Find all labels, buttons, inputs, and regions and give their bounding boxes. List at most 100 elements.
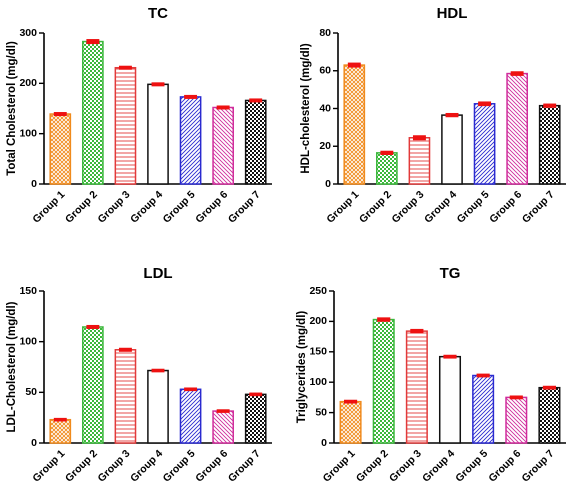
ldl-error-bar-group-7: [249, 392, 263, 397]
ldl-category-label: Group 3: [96, 447, 133, 484]
tc-category-label: Group 2: [63, 188, 100, 225]
ldl-category-label: Group 4: [128, 447, 165, 484]
tc-y-tick-label: 300: [19, 27, 37, 39]
tc-error-bar-group-7: [249, 98, 263, 103]
error-bar-cap: [118, 347, 132, 352]
ldl-bar-group-5: [179, 388, 202, 444]
error-bar-cap: [347, 62, 361, 68]
ldl-error-bar-group-3: [118, 347, 132, 352]
ldl-bar-group-2: [82, 326, 104, 444]
tg-error-bar-group-7: [542, 385, 557, 390]
tg-error-bar-group-5: [476, 373, 490, 378]
tc-bar-group-3: [114, 66, 137, 185]
hdl-error-bar-group-2: [380, 150, 394, 155]
ldl-error-bar-group-1: [53, 417, 67, 422]
error-bar-cap: [445, 112, 459, 118]
tg-y-tick-label: 0: [321, 437, 327, 449]
hdl-category-label: Group 7: [520, 188, 557, 225]
tc-y-tick-label: 100: [19, 127, 37, 139]
tc-bar-group-4: [147, 83, 169, 185]
tg-category-label: Group 2: [354, 447, 391, 484]
hdl-y-tick-label: 80: [319, 27, 331, 39]
hdl-bar-group-2: [376, 152, 398, 185]
tc-y-tick-label: 200: [19, 77, 37, 89]
tc-y-axis-label: Total Cholesterol (mg/dl): [6, 41, 18, 176]
tg-error-bar-group-4: [443, 354, 457, 359]
tg-category-label: Group 7: [520, 447, 557, 484]
ldl-bar-group-6: [212, 410, 234, 444]
tc-y-tick-label: 0: [31, 178, 37, 190]
tg-category-label: Group 4: [420, 447, 457, 484]
hdl-error-bar-group-1: [347, 62, 361, 68]
ldl-bar-group-7: [244, 393, 267, 444]
error-bar-cap: [86, 324, 100, 329]
error-bar-cap: [216, 409, 230, 413]
tg-title: TG: [440, 265, 461, 282]
hdl-bar-group-4: [441, 114, 463, 185]
error-bar-cap: [249, 392, 263, 397]
hdl-category-label: Group 1: [324, 188, 361, 225]
error-bar-cap: [53, 112, 67, 117]
tc-category-label: Group 4: [128, 188, 165, 225]
hdl-bar-group-5: [473, 103, 496, 185]
tg-y-tick-label: 150: [309, 346, 327, 358]
tc-error-bar-group-1: [53, 112, 67, 117]
error-bar-cap: [53, 417, 67, 422]
hdl-category-label: Group 2: [357, 188, 394, 225]
ldl-error-bar-group-2: [86, 324, 100, 329]
ldl-category-label: Group 7: [226, 447, 263, 484]
tc-category-label: Group 1: [30, 188, 67, 225]
tg-bar-group-2: [372, 318, 395, 444]
tc-bar-group-5: [179, 96, 202, 185]
hdl-y-tick-label: 0: [325, 178, 331, 190]
tg-bar-group-4: [438, 355, 462, 444]
error-bar-cap: [380, 150, 394, 155]
tg-y-tick-label: 100: [309, 376, 327, 388]
tg-y-tick-label: 250: [309, 285, 327, 297]
error-bar-cap: [249, 98, 263, 103]
hdl-error-bar-group-5: [478, 101, 492, 107]
ldl-bar-group-3: [114, 349, 137, 444]
hdl-bar-group-3: [408, 137, 431, 185]
error-bar-cap: [543, 103, 557, 108]
tc-error-bar-group-4: [151, 82, 165, 87]
ldl-bar-group-1: [49, 418, 72, 444]
tc-chart: TC Total Cholesterol (mg/dl) 0 100 200 300 Gro…: [6, 5, 272, 226]
hdl-error-bar-group-7: [543, 103, 557, 108]
tg-bar-group-7: [538, 386, 561, 444]
tc-category-label: Group 5: [161, 188, 198, 225]
tc-category-label: Group 7: [226, 188, 263, 225]
error-bar-cap: [412, 135, 426, 141]
tg-category-label: Group 6: [486, 447, 523, 484]
tc-bar-group-6: [212, 106, 234, 185]
ldl-error-bar-group-5: [184, 387, 198, 392]
tc-error-bar-group-2: [86, 39, 100, 45]
ldl-chart: LDL LDL-Cholesterol (mg/dl) 0 50 100 150 Group…: [6, 265, 272, 485]
tg-bar-group-5: [472, 374, 495, 444]
tc-bar-group-1: [49, 113, 72, 185]
error-bar-cap: [509, 395, 523, 400]
ldl-category-label: Group 2: [63, 447, 100, 484]
ldl-category-label: Group 1: [30, 447, 67, 484]
tc-error-bar-group-3: [118, 65, 132, 70]
tg-error-bar-group-6: [509, 395, 523, 400]
error-bar-cap: [510, 71, 524, 76]
ldl-y-tick-label: 100: [19, 335, 37, 347]
tc-error-bar-group-6: [216, 105, 230, 110]
error-bar-cap: [476, 373, 490, 378]
hdl-error-bar-group-3: [412, 135, 426, 141]
ldl-y-axis-label: LDL-Cholesterol (mg/dl): [6, 301, 18, 432]
tg-bar-group-1: [339, 400, 362, 444]
hdl-chart: HDL HDL-cholesterol (mg/dl) 0 20 40 60 80 Group…: [300, 5, 566, 226]
ldl-error-bar-group-6: [216, 409, 230, 413]
error-bar-cap: [86, 39, 100, 45]
tg-y-tick-label: 200: [309, 315, 327, 327]
tg-y-tick-label: 50: [315, 406, 327, 418]
tg-error-bar-group-2: [377, 317, 391, 322]
hdl-error-bar-group-6: [510, 71, 524, 76]
tc-category-label: Group 6: [193, 188, 230, 225]
error-bar-cap: [343, 399, 358, 404]
hdl-bar-group-6: [506, 72, 528, 185]
tc-category-label: Group 3: [96, 188, 133, 225]
error-bar-cap: [542, 385, 557, 390]
